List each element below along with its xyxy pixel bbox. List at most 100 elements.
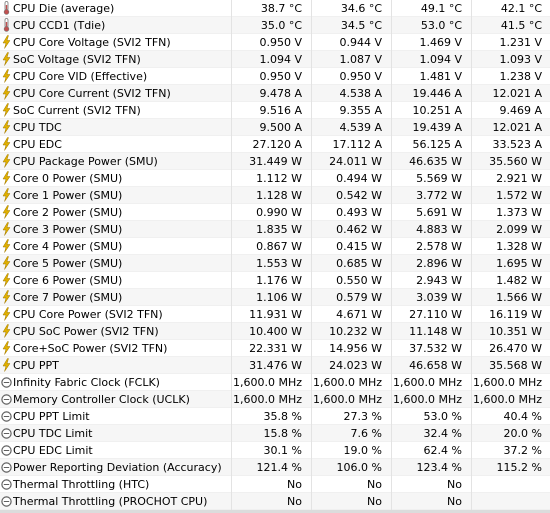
minimum-value: 34.6 °C (340, 2, 382, 15)
table-row[interactable]: Core+SoC Power (SVI2 TFN) 22.331 W 14.956 … (0, 340, 550, 357)
sensor-name: Core 0 Power (SMU) (13, 172, 123, 185)
bolt-icon (0, 221, 13, 238)
maximum-value: 53.0 °C (420, 19, 462, 32)
clock-icon (0, 374, 13, 391)
average-value: 1,600.0 MHz (472, 376, 542, 389)
table-row[interactable]: Infinity Fabric Clock (FCLK) 1,600.0 MHz 1… (0, 374, 550, 391)
table-row[interactable]: CPU Core Voltage (SVI2 TFN) 0.950 V 0.944 … (0, 34, 550, 51)
table-row[interactable]: CPU TDC 9.500 A 4.539 A 19.439 A 12.021 A (0, 119, 550, 136)
sensor-name: Core 6 Power (SMU) (13, 274, 123, 287)
table-row[interactable]: Core 1 Power (SMU) 1.128 W 0.542 W 3.772 W 1… (0, 187, 550, 204)
horizontal-scrollbar[interactable] (0, 510, 550, 513)
average-value: 1.695 W (496, 257, 542, 270)
bolt-icon (0, 170, 13, 187)
sensor-name: CPU PPT Limit (13, 410, 90, 423)
table-row[interactable]: CPU CCD1 (Tdie) 35.0 °C 34.5 °C 53.0 °C 41.5… (0, 17, 550, 34)
table-row[interactable]: Core 5 Power (SMU) 1.553 W 0.685 W 2.896 W 1… (0, 255, 550, 272)
sensor-name: CPU TDC (13, 121, 62, 134)
current-value: 27.120 A (252, 138, 302, 151)
average-value: 1.566 W (496, 291, 542, 304)
maximum-value: 2.578 W (416, 240, 462, 253)
maximum-value: 49.1 °C (420, 2, 462, 15)
clock-icon (0, 476, 13, 493)
table-row[interactable]: CPU TDC Limit 15.8 % 7.6 % 32.4 % 20.0 % (0, 425, 550, 442)
table-row[interactable]: Core 2 Power (SMU) 0.990 W 0.493 W 5.691 W 1… (0, 204, 550, 221)
table-row[interactable]: Core 7 Power (SMU) 1.106 W 0.579 W 3.039 W 1… (0, 289, 550, 306)
sensor-name: CPU Core VID (Effective) (13, 70, 148, 83)
minimum-value: 106.0 % (336, 461, 382, 474)
table-row[interactable]: CPU Core Current (SVI2 TFN) 9.478 A 4.538 … (0, 85, 550, 102)
minimum-value: 24.011 W (329, 155, 382, 168)
table-row[interactable]: Core 3 Power (SMU) 1.835 W 0.462 W 4.883 W 2… (0, 221, 550, 238)
current-value: 121.4 % (256, 461, 302, 474)
average-value: 40.4 % (503, 410, 542, 423)
average-value: 9.469 A (499, 104, 542, 117)
average-value: 1.093 V (499, 53, 542, 66)
table-row[interactable]: CPU EDC 27.120 A 17.112 A 56.125 A 33.523 A (0, 136, 550, 153)
table-row[interactable]: Thermal Throttling (PROCHOT CPU) No No No (0, 493, 550, 510)
table-row[interactable]: CPU SoC Power (SVI2 TFN) 10.400 W 10.232 W… (0, 323, 550, 340)
table-row[interactable]: CPU EDC Limit 30.1 % 19.0 % 62.4 % 37.2 % (0, 442, 550, 459)
current-value: 1.176 W (256, 274, 302, 287)
bolt-icon (0, 119, 13, 136)
current-value: 0.950 V (259, 36, 302, 49)
table-row[interactable]: Core 6 Power (SMU) 1.176 W 0.550 W 2.943 W 1… (0, 272, 550, 289)
sensor-name: CPU EDC (13, 138, 62, 151)
average-value (472, 476, 542, 493)
maximum-value: 27.110 W (409, 308, 462, 321)
table-row[interactable]: CPU Die (average) 38.7 °C 34.6 °C 49.1 °C 42… (0, 0, 550, 17)
current-value: 1,600.0 MHz (232, 376, 302, 389)
maximum-value: 1.469 V (419, 36, 462, 49)
average-value: 1.482 W (496, 274, 542, 287)
average-value: 115.2 % (496, 461, 542, 474)
maximum-value: No (447, 478, 462, 491)
bolt-icon (0, 68, 13, 85)
thermometer-icon (0, 17, 13, 34)
sensor-name: Core 3 Power (SMU) (13, 223, 123, 236)
maximum-value: 56.125 A (412, 138, 462, 151)
bolt-icon (0, 204, 13, 221)
minimum-value: 1,600.0 MHz (312, 393, 382, 406)
column-divider (391, 0, 392, 513)
average-value: 12.021 A (492, 87, 542, 100)
table-row[interactable]: Thermal Throttling (HTC) No No No (0, 476, 550, 493)
sensor-name: Core 4 Power (SMU) (13, 240, 123, 253)
maximum-value: 19.446 A (412, 87, 462, 100)
current-value: 0.950 V (259, 70, 302, 83)
maximum-value: No (447, 495, 462, 508)
sensor-name: CPU Core Power (SVI2 TFN) (13, 308, 163, 321)
current-value: 31.449 W (249, 155, 302, 168)
maximum-value: 4.883 W (416, 223, 462, 236)
average-value: 10.351 W (489, 325, 542, 338)
table-row[interactable]: CPU Package Power (SMU) 31.449 W 24.011 W 4… (0, 153, 550, 170)
table-row[interactable]: CPU PPT Limit 35.8 % 27.3 % 53.0 % 40.4 % (0, 408, 550, 425)
table-row[interactable]: Power Reporting Deviation (Accuracy) 121.… (0, 459, 550, 476)
sensor-name: CPU PPT (13, 359, 59, 372)
bolt-icon (0, 51, 13, 68)
average-value: 1,600.0 MHz (472, 393, 542, 406)
table-row[interactable]: Core 0 Power (SMU) 1.112 W 0.494 W 5.569 W 2… (0, 170, 550, 187)
table-row[interactable]: CPU PPT 31.476 W 24.023 W 46.658 W 35.568 W (0, 357, 550, 374)
sensor-name: SoC Current (SVI2 TFN) (13, 104, 141, 117)
current-value: 30.1 % (263, 444, 302, 457)
table-row[interactable]: CPU Core Power (SVI2 TFN) 11.931 W 4.671 W… (0, 306, 550, 323)
sensor-name: CPU EDC Limit (13, 444, 93, 457)
maximum-value: 46.658 W (409, 359, 462, 372)
table-row[interactable]: SoC Voltage (SVI2 TFN) 1.094 V 1.087 V 1.09… (0, 51, 550, 68)
table-row[interactable]: Memory Controller Clock (UCLK) 1,600.0 MH… (0, 391, 550, 408)
table-row[interactable]: SoC Current (SVI2 TFN) 9.516 A 9.355 A 10.2… (0, 102, 550, 119)
sensor-name: Core+SoC Power (SVI2 TFN) (13, 342, 168, 355)
current-value: 1.128 W (256, 189, 302, 202)
table-row[interactable]: CPU Core VID (Effective) 0.950 V 0.950 V 1.… (0, 68, 550, 85)
bolt-icon (0, 136, 13, 153)
minimum-value: 4.671 W (336, 308, 382, 321)
clock-icon (0, 459, 13, 476)
current-value: 0.990 W (256, 206, 302, 219)
average-value: 41.5 °C (500, 19, 542, 32)
average-value: 1.572 W (496, 189, 542, 202)
maximum-value: 37.532 W (409, 342, 462, 355)
sensor-name: Infinity Fabric Clock (FCLK) (13, 376, 160, 389)
table-row[interactable]: Core 4 Power (SMU) 0.867 W 0.415 W 2.578 W 1… (0, 238, 550, 255)
maximum-value: 2.896 W (416, 257, 462, 270)
sensor-name: CPU Core Current (SVI2 TFN) (13, 87, 171, 100)
